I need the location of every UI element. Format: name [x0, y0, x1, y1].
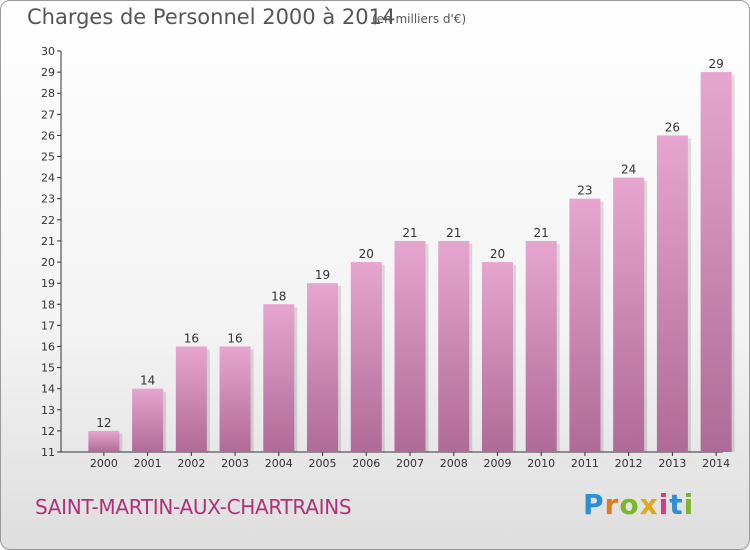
logo-letter: i	[658, 488, 670, 521]
bar-value-label: 16	[184, 331, 199, 345]
bar-value-label: 14	[140, 374, 155, 388]
logo-letter: x	[639, 488, 659, 521]
x-tick-label: 2004	[265, 457, 293, 470]
bar	[525, 240, 557, 452]
y-tick-label: 13	[41, 404, 55, 417]
y-tick-label: 23	[41, 193, 55, 206]
x-tick-label: 2010	[527, 457, 555, 470]
y-tick-label: 22	[41, 214, 55, 227]
y-tick-label: 24	[41, 172, 55, 185]
y-tick-label: 29	[41, 66, 55, 79]
bar-value-label: 20	[490, 247, 505, 261]
bar	[219, 346, 251, 452]
x-tick-label: 2002	[177, 457, 205, 470]
x-tick-label: 2005	[309, 457, 337, 470]
y-tick-label: 26	[41, 129, 55, 142]
bar-value-label: 19	[315, 268, 330, 282]
x-tick-label: 2007	[396, 457, 424, 470]
x-tick-label: 2012	[615, 457, 643, 470]
x-tick-label: 2003	[221, 457, 249, 470]
bar-value-label: 16	[227, 331, 242, 345]
logo-letter: i	[683, 488, 695, 521]
bar-value-label: 24	[621, 163, 636, 177]
bar	[307, 283, 339, 452]
bar-value-label: 18	[271, 289, 286, 303]
logo-letter: o	[619, 488, 640, 521]
bar-value-label: 21	[446, 226, 461, 240]
bar-value-label: 21	[534, 226, 549, 240]
y-tick-label: 17	[41, 319, 55, 332]
bar	[263, 304, 295, 452]
chart-title: Charges de Personnel 2000 à 2014	[27, 5, 396, 29]
x-tick-label: 2011	[571, 457, 599, 470]
bar-value-label: 29	[708, 57, 723, 71]
commune-name: SAINT-MARTIN-AUX-CHARTRAINS	[35, 495, 352, 519]
x-tick-label: 2008	[440, 457, 468, 470]
y-tick-label: 28	[41, 87, 55, 100]
x-tick-label: 2014	[702, 457, 730, 470]
bar	[569, 198, 601, 452]
y-tick-label: 19	[41, 277, 55, 290]
y-tick-label: 15	[41, 362, 55, 375]
bar-value-label: 26	[665, 120, 680, 134]
bar	[394, 240, 426, 452]
bar-value-label: 20	[359, 247, 374, 261]
chart-subtitle: (en milliers d'€)	[372, 12, 467, 26]
bar-value-label: 23	[577, 184, 592, 198]
bar	[438, 240, 470, 452]
proxiti-logo: Proxiti	[583, 488, 694, 521]
y-tick-label: 12	[41, 425, 55, 438]
bar	[175, 346, 207, 452]
bar-value-label: 21	[402, 226, 417, 240]
logo-letter: r	[604, 488, 620, 521]
bar	[132, 388, 164, 452]
y-tick-label: 30	[41, 45, 55, 58]
y-tick-label: 21	[41, 235, 55, 248]
y-tick-label: 25	[41, 151, 55, 164]
bar	[656, 135, 688, 452]
x-tick-label: 2013	[658, 457, 686, 470]
y-tick-label: 11	[41, 446, 55, 459]
bar	[350, 262, 382, 452]
x-tick-label: 2000	[90, 457, 118, 470]
bar	[88, 430, 120, 452]
bar	[700, 72, 732, 453]
x-tick-label: 2006	[352, 457, 380, 470]
bar	[613, 177, 645, 452]
y-tick-label: 18	[41, 298, 55, 311]
y-tick-label: 20	[41, 256, 55, 269]
logo-letter: t	[669, 488, 684, 521]
y-tick-label: 16	[41, 340, 55, 353]
x-tick-label: 2001	[134, 457, 162, 470]
y-tick-label: 27	[41, 108, 55, 121]
logo-letter: P	[583, 488, 605, 521]
y-tick-label: 14	[41, 383, 55, 396]
x-tick-label: 2009	[483, 457, 511, 470]
bar	[481, 262, 513, 452]
bar-value-label: 12	[96, 416, 111, 430]
